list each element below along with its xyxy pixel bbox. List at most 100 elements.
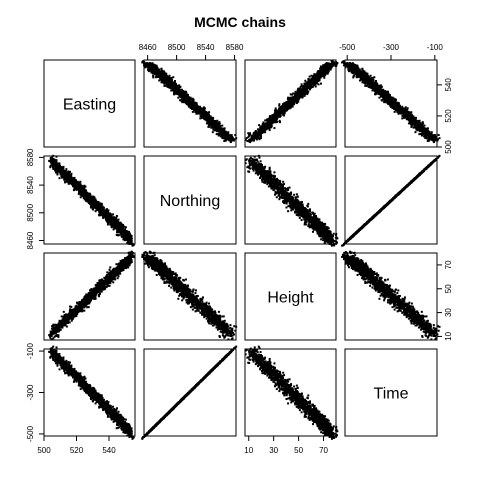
- data-point: [223, 127, 226, 130]
- data-point: [283, 106, 286, 109]
- data-point: [203, 108, 206, 111]
- data-point: [188, 98, 191, 101]
- data-point: [349, 63, 352, 66]
- data-point: [211, 117, 214, 120]
- data-point: [180, 90, 183, 93]
- data-point: [224, 132, 227, 135]
- data-point: [216, 122, 219, 125]
- data-point: [296, 89, 299, 92]
- data-point: [146, 63, 149, 66]
- data-point: [159, 72, 162, 75]
- data-point: [252, 131, 255, 134]
- data-point: [318, 70, 321, 73]
- data-point: [276, 117, 279, 120]
- data-point: [207, 114, 210, 117]
- data-point: [168, 74, 171, 77]
- data-point: [294, 92, 297, 95]
- data-point: [277, 109, 280, 112]
- data-point: [312, 80, 315, 83]
- data-point: [403, 109, 406, 112]
- data-point: [155, 69, 158, 72]
- data-point: [425, 135, 428, 138]
- data-point: [184, 90, 187, 93]
- data-point: [217, 134, 220, 137]
- data-point: [141, 60, 144, 63]
- data-point: [283, 110, 286, 113]
- data-point: [309, 83, 312, 86]
- data-point: [147, 70, 150, 73]
- data-point: [408, 112, 411, 115]
- data-point: [179, 85, 182, 88]
- data-point: [221, 129, 224, 132]
- data-point: [268, 127, 271, 130]
- data-point: [304, 79, 307, 82]
- data-point: [162, 73, 165, 76]
- data-point: [347, 68, 350, 71]
- data-point: [280, 110, 283, 113]
- data-point: [291, 100, 294, 103]
- data-point: [158, 74, 161, 77]
- data-point: [218, 130, 221, 133]
- data-point: [247, 132, 250, 135]
- data-point: [341, 61, 344, 64]
- data-point: [254, 131, 257, 134]
- data-point: [219, 133, 222, 136]
- data-point: [219, 135, 222, 138]
- data-point: [401, 107, 404, 110]
- data-point: [361, 68, 364, 71]
- data-point: [383, 98, 386, 101]
- data-point: [196, 112, 199, 115]
- data-point: [303, 90, 306, 93]
- data-point: [189, 96, 192, 99]
- data-point: [208, 125, 211, 128]
- data-point: [287, 96, 290, 99]
- data-point: [285, 103, 288, 106]
- data-point: [356, 68, 359, 71]
- data-point: [215, 130, 218, 133]
- data-point: [288, 102, 291, 105]
- data-point: [307, 81, 310, 84]
- data-point: [247, 135, 250, 138]
- data-point: [172, 76, 175, 79]
- data-point: [217, 125, 220, 128]
- data-point: [213, 121, 216, 124]
- data-point: [226, 133, 229, 136]
- data-point: [393, 98, 396, 101]
- data-point: [302, 86, 305, 89]
- data-point: [158, 72, 161, 75]
- data-point: [152, 63, 155, 66]
- data-point: [275, 109, 278, 112]
- data-point: [416, 129, 419, 132]
- data-point: [274, 111, 277, 114]
- data-point: [211, 126, 214, 129]
- data-point: [275, 116, 278, 119]
- data-point: [433, 139, 436, 142]
- data-point: [190, 104, 193, 107]
- data-point: [206, 116, 209, 119]
- data-point: [230, 139, 233, 142]
- data-point: [275, 110, 278, 113]
- data-point: [158, 68, 161, 71]
- data-point: [261, 127, 264, 130]
- data-point: [146, 62, 149, 65]
- data-point: [219, 128, 222, 131]
- data-point: [398, 106, 401, 109]
- data-point: [266, 120, 269, 123]
- data-point: [182, 100, 185, 103]
- data-point: [320, 71, 323, 74]
- data-point: [317, 83, 320, 86]
- data-point: [374, 88, 377, 91]
- data-point: [304, 84, 307, 87]
- data-point: [370, 81, 373, 84]
- panel-easting-vs-northing: [141, 59, 238, 148]
- data-point: [294, 95, 297, 98]
- data-point: [323, 71, 326, 74]
- data-point: [318, 79, 321, 82]
- data-point: [219, 127, 222, 130]
- data-point: [335, 61, 338, 64]
- data-point: [393, 105, 396, 108]
- data-point: [260, 135, 263, 138]
- data-point: [269, 126, 272, 129]
- data-point: [171, 85, 174, 88]
